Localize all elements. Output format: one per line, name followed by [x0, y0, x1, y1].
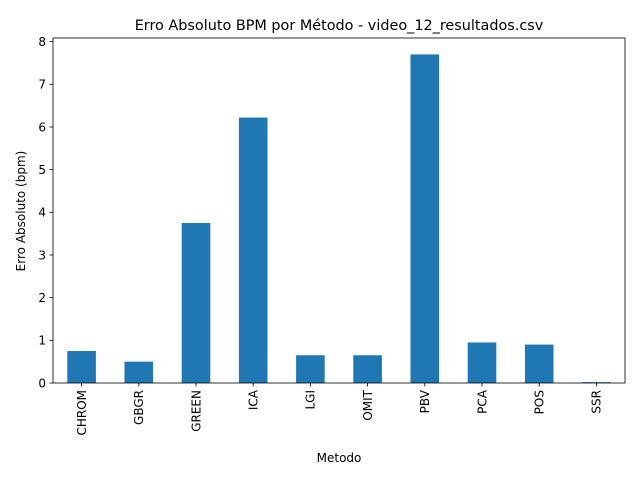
bar-gbgr [124, 361, 154, 383]
bar-omit [353, 355, 382, 383]
bar-chrom [67, 351, 96, 383]
chart-title: Erro Absoluto BPM por Método - video_12_… [135, 18, 544, 34]
bar-ssr [582, 382, 611, 383]
bar-ica [238, 117, 268, 383]
x-tick-label: LGI [304, 390, 318, 410]
x-tick-label: CHROM [75, 390, 89, 436]
x-axis-label: Metodo [317, 451, 362, 465]
x-tick-label: GREEN [189, 390, 203, 432]
x-tick-label: PBV [418, 389, 432, 413]
y-tick-label: 2 [38, 291, 46, 305]
x-tick-label: PCA [475, 389, 489, 414]
x-tick-label: POS [533, 390, 547, 414]
bar-lgi [296, 355, 325, 383]
y-tick-label: 3 [38, 248, 46, 262]
y-tick-label: 4 [38, 206, 46, 220]
y-tick-label: 0 [38, 376, 46, 390]
y-tick-label: 8 [38, 35, 46, 49]
x-tick-label: SSR [590, 390, 604, 414]
bar-green [181, 222, 211, 383]
x-tick-label: ICA [247, 389, 261, 410]
x-tick-label: GBGR [132, 390, 146, 425]
plot-area: 0 1 2 3 4 5 6 7 8 CHROM GBGR GREEN ICA LGI OMIT PBV PCA P… [38, 35, 626, 436]
bar-pos [524, 344, 554, 383]
y-tick-label: 5 [38, 163, 46, 177]
y-tick-label: 7 [38, 78, 46, 92]
axes-frame [52, 37, 626, 384]
bar-pbv [410, 54, 440, 384]
y-tick-label: 1 [38, 334, 46, 348]
y-axis-label: Erro Absoluto (bpm) [14, 151, 28, 272]
bar-pca [467, 342, 497, 383]
y-tick-label: 6 [38, 120, 46, 134]
x-tick-label: OMIT [361, 389, 375, 420]
